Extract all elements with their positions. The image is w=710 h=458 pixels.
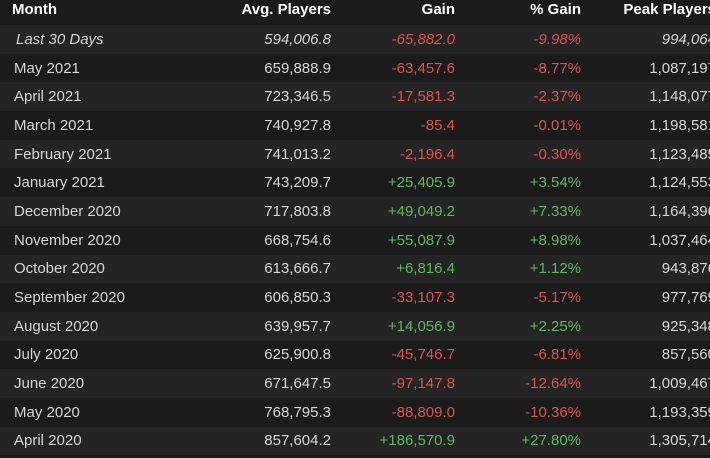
gain-cell: -17,581.3 bbox=[391, 88, 455, 106]
table-row: May 2021 659,888.9 -63,457.6 -8.77% 1,087,19… bbox=[0, 53, 710, 83]
pct-gain-cell: -10.36% bbox=[525, 403, 581, 421]
pct-gain-cell: -5.17% bbox=[533, 289, 581, 307]
table-row: January 2021 743,209.7 +25,405.9 +3.54% 1,12… bbox=[0, 168, 710, 198]
peak-players-cell: 943,876 bbox=[661, 260, 710, 278]
month-cell: April 2021 bbox=[14, 88, 82, 106]
peak-players-cell: 1,193,359 bbox=[649, 403, 710, 421]
avg-players-cell: 723,346.5 bbox=[264, 88, 331, 106]
pct-gain-cell: +3.54% bbox=[529, 174, 581, 192]
month-cell: May 2021 bbox=[14, 59, 80, 77]
pct-gain-cell: -0.30% bbox=[533, 145, 581, 163]
peak-players-cell: 977,769 bbox=[661, 289, 710, 307]
summary-row: Last 30 Days 594,006.8 -65,882.0 -9.98% 994,… bbox=[0, 25, 710, 54]
table-row: May 2020 768,795.3 -88,809.0 -10.36% 1,193,3… bbox=[0, 397, 710, 427]
pct-gain-cell: +8.98% bbox=[529, 231, 581, 249]
table-row: August 2020 639,957.7 +14,056.9 +2.25% 925,3… bbox=[0, 311, 710, 341]
gain-cell: -33,107.3 bbox=[391, 289, 455, 307]
peak-players-cell: 994,064 bbox=[661, 30, 710, 48]
table-row: April 2021 723,346.5 -17,581.3 -2.37% 1,148,… bbox=[0, 82, 710, 112]
month-cell: December 2020 bbox=[14, 202, 121, 220]
table-row: November 2020 668,754.6 +55,087.9 +8.98% 1,0… bbox=[0, 225, 710, 255]
month-cell: February 2021 bbox=[14, 145, 112, 163]
avg-players-cell: 594,006.8 bbox=[264, 30, 331, 48]
month-cell: July 2020 bbox=[14, 346, 79, 364]
avg-players-cell: 743,209.7 bbox=[264, 174, 331, 192]
peak-players-cell: 1,124,553 bbox=[649, 174, 710, 192]
pct-gain-cell: -2.37% bbox=[533, 88, 581, 106]
pct-gain-cell: +7.33% bbox=[529, 202, 581, 220]
month-cell: May 2020 bbox=[14, 403, 80, 421]
pct-gain-cell: -8.77% bbox=[533, 59, 581, 77]
pct-gain-cell: +2.25% bbox=[529, 317, 581, 335]
pct-gain-cell: -9.98% bbox=[533, 30, 581, 48]
peak-players-cell: 1,009,467 bbox=[649, 375, 710, 393]
avg-players-cell: 857,604.2 bbox=[264, 432, 331, 450]
header-row: Month Avg. Players Gain % Gain Peak Play… bbox=[0, 0, 710, 25]
pct-gain-cell: +27.80% bbox=[521, 432, 581, 450]
gain-cell: -2,196.4 bbox=[399, 145, 455, 163]
avg-players-cell: 768,795.3 bbox=[264, 403, 331, 421]
month-cell: November 2020 bbox=[14, 231, 121, 249]
gain-cell: -65,882.0 bbox=[391, 30, 455, 48]
avg-players-cell: 671,647.5 bbox=[264, 375, 331, 393]
month-cell: September 2020 bbox=[14, 289, 125, 307]
column-header-peak-players[interactable]: Peak Players bbox=[581, 0, 710, 25]
peak-players-cell: 1,148,077 bbox=[649, 88, 710, 106]
gain-cell: +49,049.2 bbox=[387, 202, 455, 220]
column-header-month[interactable]: Month bbox=[0, 0, 207, 25]
pct-gain-cell: +1.12% bbox=[529, 260, 581, 278]
avg-players-cell: 639,957.7 bbox=[264, 317, 331, 335]
month-cell: August 2020 bbox=[14, 317, 99, 335]
month-cell: Last 30 Days bbox=[16, 30, 104, 48]
avg-players-cell: 659,888.9 bbox=[264, 59, 331, 77]
column-header-pct-gain[interactable]: % Gain bbox=[455, 0, 581, 25]
gain-cell: +6,816.4 bbox=[396, 260, 455, 278]
month-cell: June 2020 bbox=[14, 375, 85, 393]
table-row: September 2020 606,850.3 -33,107.3 -5.17% 97… bbox=[0, 283, 710, 312]
peak-players-cell: 1,198,581 bbox=[649, 116, 710, 134]
avg-players-cell: 613,666.7 bbox=[264, 260, 331, 278]
month-cell: March 2021 bbox=[14, 116, 94, 134]
table-row: July 2020 625,900.8 -45,746.7 -6.81% 857,560 bbox=[0, 340, 710, 370]
peak-players-cell: 1,123,485 bbox=[649, 145, 710, 163]
table-row: February 2021 741,013.2 -2,196.4 -0.30% 1,12… bbox=[0, 139, 710, 169]
table-body: Last 30 Days 594,006.8 -65,882.0 -9.98% 994,… bbox=[0, 25, 710, 456]
gain-cell: -97,147.8 bbox=[391, 375, 455, 393]
month-cell: April 2020 bbox=[14, 432, 82, 450]
table-header: Month Avg. Players Gain % Gain Peak Play… bbox=[0, 0, 710, 25]
avg-players-cell: 741,013.2 bbox=[264, 145, 331, 163]
month-cell: October 2020 bbox=[14, 260, 105, 278]
gain-cell: +25,405.9 bbox=[387, 174, 455, 192]
table-row: December 2020 717,803.8 +49,049.2 +7.33% 1,1… bbox=[0, 197, 710, 226]
month-cell: January 2021 bbox=[14, 174, 105, 192]
avg-players-cell: 668,754.6 bbox=[264, 231, 331, 249]
peak-players-cell: 1,087,197 bbox=[649, 59, 710, 77]
gain-cell: +14,056.9 bbox=[387, 317, 455, 335]
pct-gain-cell: -12.64% bbox=[525, 375, 581, 393]
peak-players-cell: 925,348 bbox=[661, 317, 710, 335]
gain-cell: -88,809.0 bbox=[391, 403, 455, 421]
peak-players-cell: 857,560 bbox=[661, 346, 710, 364]
avg-players-cell: 717,803.8 bbox=[264, 202, 331, 220]
pct-gain-cell: -6.81% bbox=[533, 346, 581, 364]
table-row: April 2020 857,604.2 +186,570.9 +27.80% 1,30… bbox=[0, 426, 710, 456]
gain-cell: -45,746.7 bbox=[391, 346, 455, 364]
avg-players-cell: 740,927.8 bbox=[264, 116, 331, 134]
column-header-gain[interactable]: Gain bbox=[331, 0, 455, 25]
gain-cell: -63,457.6 bbox=[391, 59, 455, 77]
pct-gain-cell: -0.01% bbox=[533, 116, 581, 134]
avg-players-cell: 606,850.3 bbox=[264, 289, 331, 307]
column-header-avg-players[interactable]: Avg. Players bbox=[207, 0, 331, 25]
gain-cell: -85.4 bbox=[420, 116, 455, 134]
avg-players-cell: 625,900.8 bbox=[264, 346, 331, 364]
table-row: March 2021 740,927.8 -85.4 -0.01% 1,198,581 bbox=[0, 111, 710, 140]
gain-cell: +55,087.9 bbox=[387, 231, 455, 249]
gain-cell: +186,570.9 bbox=[379, 432, 456, 450]
table-row: June 2020 671,647.5 -97,147.8 -12.64% 1,009,… bbox=[0, 369, 710, 398]
peak-players-cell: 1,164,396 bbox=[649, 202, 710, 220]
table-row: October 2020 613,666.7 +6,816.4 +1.12% 943,8… bbox=[0, 254, 710, 284]
peak-players-cell: 1,305,714 bbox=[649, 432, 710, 450]
peak-players-cell: 1,037,464 bbox=[649, 231, 710, 249]
